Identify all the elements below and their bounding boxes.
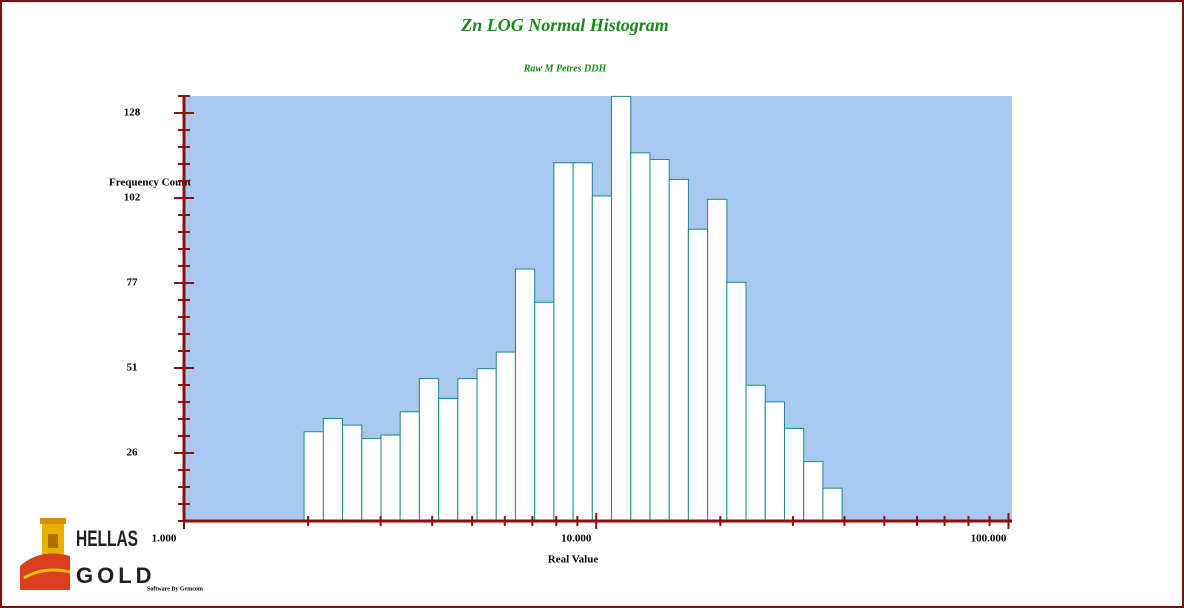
x-axis-label: Real Value: [548, 554, 599, 566]
bar: [514, 268, 536, 522]
footer: Software By Gemcom: [147, 586, 203, 592]
bar: [457, 378, 478, 522]
y-tick-label: 102: [124, 192, 141, 204]
bar: [803, 461, 824, 522]
bar: [822, 487, 843, 522]
bar: [649, 158, 670, 522]
bar: [438, 398, 459, 522]
bar: [783, 427, 805, 522]
logo-battlement: [40, 518, 66, 524]
chart-title: Zn LOG Normal Histogram: [460, 15, 669, 35]
bar: [745, 384, 766, 522]
bar: [687, 228, 709, 522]
bar: [611, 95, 632, 522]
bar: [591, 195, 613, 522]
bar: [630, 152, 651, 522]
x-tick-label: 1.000: [152, 533, 177, 545]
bar: [342, 424, 363, 522]
bar: [476, 368, 497, 522]
chart-subtitle: Raw M Petres DDH: [523, 63, 608, 74]
y-axis-label: Frequency Count: [109, 177, 191, 189]
bar: [495, 351, 516, 522]
logo-line2: GOLD: [76, 563, 156, 588]
bar: [418, 378, 440, 522]
bar: [380, 434, 401, 522]
bar: [534, 301, 555, 522]
y-tick-label: 77: [127, 277, 139, 289]
bar: [361, 437, 382, 522]
bar: [707, 198, 728, 522]
y-tick-label: 128: [124, 107, 141, 119]
bar: [572, 162, 593, 522]
bar: [668, 178, 689, 522]
bar: [764, 401, 785, 522]
bars: [303, 95, 843, 522]
logo-line1: HELLAS: [76, 526, 138, 551]
y-tick-label: 26: [127, 447, 139, 459]
logo: HELLAS GOLD: [20, 518, 156, 590]
logo-window: [48, 534, 58, 548]
bar: [553, 162, 574, 522]
y-tick-label: 51: [127, 362, 138, 374]
x-tick-label: 100.000: [971, 533, 1007, 545]
bar: [303, 431, 324, 522]
bar: [322, 417, 344, 522]
logo-stripe: [23, 568, 71, 580]
x-tick-label: 10.000: [561, 533, 592, 545]
bar: [726, 281, 747, 522]
bar: [399, 411, 420, 522]
